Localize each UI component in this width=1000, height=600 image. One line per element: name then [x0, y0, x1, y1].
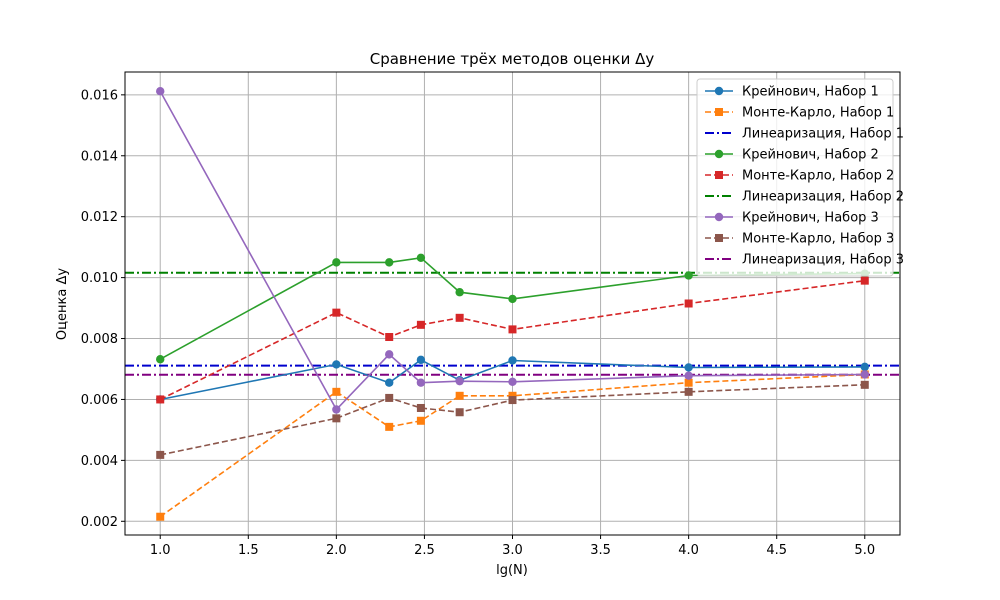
point-монте-карло-набор-2-6 — [684, 299, 693, 308]
point-крейнович-набор-2-2 — [385, 258, 394, 267]
chart-title: Сравнение трёх методов оценки Δy — [370, 50, 655, 68]
legend: Крейнович, Набор 1 Монте-Карло, Набор 1 Ли… — [696, 78, 904, 277]
legend-label: Крейнович, Набор 3 — [742, 211, 879, 226]
legend-label: Линеаризация, Набор 1 — [742, 127, 904, 142]
point-монте-карло-набор-3-3 — [416, 403, 425, 412]
point-крейнович-набор-1-3 — [416, 355, 426, 365]
point-крейнович-набор-1-7 — [860, 362, 869, 372]
point-крейнович-набор-3-6 — [684, 371, 693, 380]
legend-marker-монте-карло-набор-1 — [715, 108, 723, 116]
point-крейнович-набор-2-5 — [508, 294, 517, 304]
point-крейнович-набор-3-7 — [860, 370, 869, 379]
ticks: 1.0 1.5 2.0 2.5 3.0 3.5 4.0 4.5 5.0 0.002 0.004 0.0… — [81, 88, 875, 558]
point-крейнович-набор-1-1 — [332, 360, 341, 369]
y-tick-label: 0.006 — [81, 393, 118, 408]
point-крейнович-набор-2-1 — [332, 258, 341, 267]
point-крейнович-набор-1-6 — [684, 363, 693, 372]
point-монте-карло-набор-3-0 — [156, 450, 165, 459]
legend-label: Линеаризация, Набор 2 — [742, 190, 904, 205]
legend-label: Монте-Карло, Набор 2 — [742, 169, 894, 184]
point-монте-карло-набор-1-1 — [332, 387, 341, 396]
point-монте-карло-набор-3-6 — [684, 387, 693, 396]
legend-label: Монте-Карло, Набор 3 — [742, 232, 894, 247]
linearization-lines — [125, 271, 900, 376]
legend-marker-монте-карло-набор-3 — [715, 234, 723, 242]
point-монте-карло-набор-1-6 — [684, 378, 693, 387]
legend-label: Крейнович, Набор 1 — [742, 85, 879, 100]
point-монте-карло-набор-2-3 — [416, 320, 425, 329]
y-axis-label: Оценка Δy — [55, 268, 70, 340]
point-крейнович-набор-2-4 — [455, 288, 464, 297]
point-крейнович-набор-3-3 — [416, 378, 426, 387]
point-монте-карло-набор-3-4 — [455, 408, 464, 417]
series-line-монте-карло-набор-1 — [159, 373, 865, 518]
legend-label: Крейнович, Набор 2 — [742, 148, 879, 163]
point-крейнович-набор-3-0 — [156, 86, 165, 96]
x-tick-label: 5.0 — [854, 543, 875, 558]
legend-marker-крейнович-набор-3 — [714, 212, 724, 222]
point-монте-карло-набор-2-4 — [455, 313, 464, 322]
point-монте-карло-набор-3-1 — [332, 414, 341, 423]
legend-label: Монте-Карло, Набор 1 — [742, 106, 894, 121]
point-монте-карло-набор-1-3 — [416, 416, 425, 425]
series-markers — [156, 86, 869, 521]
series-line-монте-карло-набор-3 — [160, 384, 865, 456]
x-tick-label: 2.0 — [326, 543, 347, 558]
x-tick-label: 3.0 — [502, 543, 523, 558]
y-tick-label: 0.004 — [81, 454, 118, 469]
point-крейнович-набор-3-4 — [455, 376, 464, 386]
x-tick-label: 2.5 — [414, 543, 435, 558]
x-axis-label: lg(N) — [496, 563, 528, 578]
point-монте-карло-набор-2-0 — [156, 395, 165, 404]
x-tick-label: 4.5 — [766, 543, 787, 558]
point-монте-карло-набор-2-5 — [508, 325, 517, 334]
x-tick-label: 3.5 — [590, 543, 611, 558]
point-крейнович-набор-2-3 — [416, 253, 426, 263]
x-tick-label: 4.0 — [678, 543, 699, 558]
y-tick-label: 0.008 — [81, 332, 118, 347]
point-крейнович-набор-1-5 — [508, 356, 517, 365]
point-монте-карло-набор-2-2 — [385, 333, 394, 342]
y-tick-label: 0.002 — [81, 515, 118, 530]
point-монте-карло-набор-1-0 — [156, 512, 165, 521]
point-монте-карло-набор-1-4 — [455, 391, 464, 400]
point-крейнович-набор-2-0 — [156, 355, 165, 364]
y-tick-label: 0.012 — [81, 210, 118, 225]
series-line-крейнович-набор-2 — [159, 256, 865, 360]
legend-label: Линеаризация, Набор 3 — [742, 253, 904, 268]
point-монте-карло-набор-3-7 — [860, 380, 869, 389]
series-line-монте-карло-набор-2 — [159, 279, 865, 401]
x-tick-label: 1.0 — [150, 543, 171, 558]
point-крейнович-набор-1-2 — [385, 378, 394, 387]
point-монте-карло-набор-1-5 — [508, 391, 517, 400]
point-крейнович-набор-3-1 — [332, 405, 341, 414]
point-монте-карло-набор-3-5 — [508, 396, 517, 405]
legend-marker-крейнович-набор-2 — [714, 149, 724, 159]
legend-box — [696, 78, 894, 277]
point-крейнович-набор-3-2 — [385, 350, 394, 359]
point-монте-карло-набор-2-1 — [332, 308, 341, 317]
y-tick-label: 0.010 — [81, 271, 118, 286]
series-line-крейнович-набор-1 — [160, 358, 865, 401]
point-крейнович-набор-2-6 — [684, 271, 693, 280]
point-монте-карло-набор-3-2 — [385, 393, 394, 402]
legend-marker-крейнович-набор-1 — [714, 86, 724, 96]
series-lines — [159, 90, 865, 518]
point-крейнович-набор-3-5 — [508, 377, 517, 386]
x-tick-label: 1.5 — [238, 543, 259, 558]
point-монте-карло-набор-2-7 — [860, 276, 869, 285]
point-монте-карло-набор-1-2 — [385, 422, 394, 431]
series-line-крейнович-набор-3 — [159, 90, 865, 411]
y-tick-label: 0.014 — [81, 149, 118, 164]
legend-marker-монте-карло-набор-2 — [715, 171, 723, 179]
y-tick-label: 0.016 — [81, 88, 118, 103]
